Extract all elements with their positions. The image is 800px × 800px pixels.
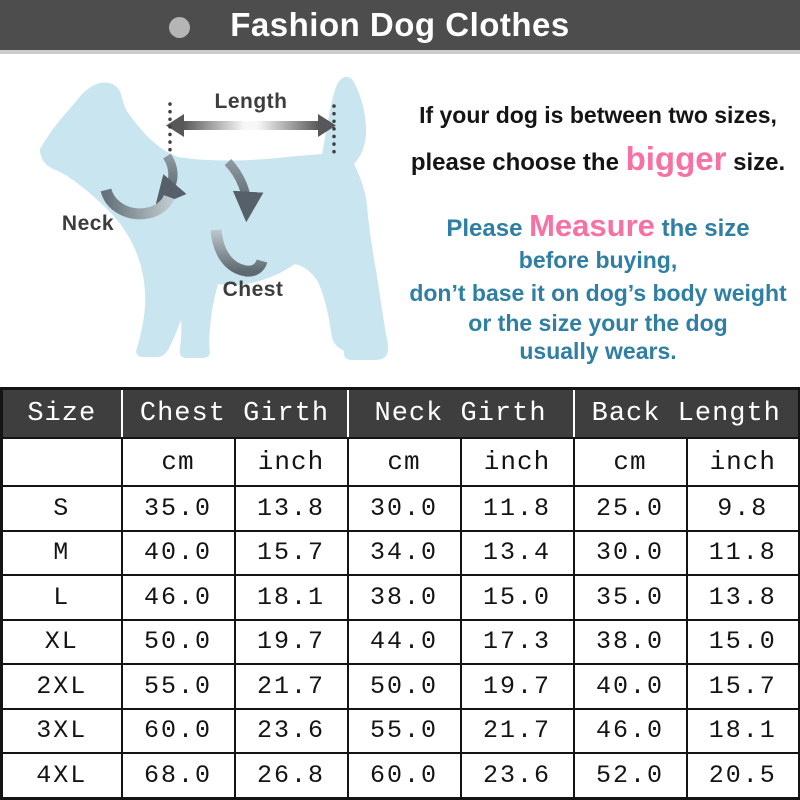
value-cell: 35.0: [572, 574, 688, 621]
value-cell: 13.8: [685, 574, 800, 621]
col-neck-girth: Neck Girth: [346, 387, 575, 439]
note-or-size: or the size your the dog: [468, 310, 728, 336]
value-cell: 11.8: [459, 485, 575, 532]
size-chart-table: Size Chest Girth Neck Girth Back Length …: [0, 387, 800, 800]
value-cell: 15.7: [685, 663, 800, 710]
value-cell: 18.1: [685, 707, 800, 755]
value-cell: 60.0: [120, 707, 236, 755]
value-cell: 50.0: [346, 663, 462, 710]
value-cell: 19.7: [459, 663, 575, 710]
size-cell: 3XL: [0, 707, 123, 755]
col-back-length: Back Length: [572, 387, 800, 439]
table-row-xl: XL 50.0 19.7 44.0 17.3 38.0 15.0: [0, 618, 800, 666]
value-cell: 46.0: [572, 707, 688, 755]
value-cell: 40.0: [572, 663, 688, 710]
page-title: Fashion Dog Clothes: [230, 6, 570, 43]
unit-blank: [0, 437, 123, 487]
unit-cm: cm: [120, 437, 236, 487]
note-between-sizes: If your dog is between two sizes,: [419, 102, 777, 128]
length-arrow-icon: [166, 114, 336, 137]
value-cell: 38.0: [572, 618, 688, 666]
unit-inch: inch: [233, 437, 349, 487]
chest-band-icon: [210, 229, 268, 277]
note-please-measure: Please Measure the size: [446, 208, 750, 243]
note-usually-wears: usually wears.: [519, 338, 677, 364]
neck-band-icon: [100, 188, 175, 220]
measure-highlight: Measure: [529, 208, 655, 243]
value-cell: 13.8: [233, 485, 349, 532]
value-cell: 30.0: [346, 485, 462, 532]
value-cell: 18.1: [233, 574, 349, 621]
neck-label: Neck: [61, 212, 115, 235]
dog-silhouette-image: [40, 76, 389, 361]
chest-label: Chest: [222, 278, 284, 301]
length-label: Length: [214, 90, 288, 113]
bigger-highlight: bigger: [625, 140, 727, 177]
value-cell: 55.0: [120, 663, 236, 710]
sizing-notes: If your dog is between two sizes, please…: [400, 54, 800, 387]
table-row-l: L 46.0 18.1 38.0 15.0 35.0 13.8: [0, 574, 800, 621]
table-row-s: S 35.0 13.8 30.0 11.8 25.0 9.8: [0, 485, 800, 532]
unit-header-row: cm inch cm inch cm inch: [0, 437, 800, 487]
value-cell: 46.0: [120, 574, 236, 621]
value-cell: 30.0: [572, 529, 688, 577]
value-cell: 50.0: [120, 618, 236, 666]
top-section: Length Neck Chest If your dog is between…: [0, 54, 800, 387]
value-cell: 13.4: [459, 529, 575, 577]
value-cell: 25.0: [572, 485, 688, 532]
size-cell: 2XL: [0, 663, 123, 710]
value-cell: 52.0: [572, 752, 688, 800]
table-row-3xl: 3XL 60.0 23.6 55.0 21.7 46.0 18.1: [0, 707, 800, 755]
value-cell: 9.8: [685, 485, 800, 532]
value-cell: 60.0: [346, 752, 462, 800]
size-cell: 4XL: [0, 752, 123, 800]
title-dot-icon: [169, 17, 190, 38]
note-before-buying: before buying,: [518, 247, 678, 273]
value-cell: 26.8: [233, 752, 349, 800]
value-cell: 68.0: [120, 752, 236, 800]
size-cell: L: [0, 574, 123, 621]
value-cell: 19.7: [233, 618, 349, 666]
note-choose-bigger: please choose the bigger size.: [410, 140, 786, 177]
col-size: Size: [0, 387, 123, 439]
dog-body-shape: [40, 76, 389, 361]
value-cell: 21.7: [459, 707, 575, 755]
value-cell: 21.7: [233, 663, 349, 710]
neck-arrow-icon: [155, 153, 187, 208]
unit-inch: inch: [685, 437, 800, 487]
unit-inch: inch: [459, 437, 575, 487]
size-cell: S: [0, 485, 123, 532]
table-row-m: M 40.0 15.7 34.0 13.4 30.0 11.8: [0, 529, 800, 577]
value-cell: 44.0: [346, 618, 462, 666]
value-cell: 55.0: [346, 707, 462, 755]
chest-arrow-icon: [224, 158, 264, 223]
col-chest-girth: Chest Girth: [120, 387, 349, 439]
group-header-row: Size Chest Girth Neck Girth Back Length: [0, 387, 800, 439]
dog-measurement-diagram: Length Neck Chest: [0, 54, 400, 387]
value-cell: 40.0: [120, 529, 236, 577]
size-cell: M: [0, 529, 123, 577]
note-dont-base-weight: don’t base it on dog’s body weight: [409, 280, 787, 306]
value-cell: 17.3: [459, 618, 575, 666]
value-cell: 34.0: [346, 529, 462, 577]
unit-cm: cm: [572, 437, 688, 487]
value-cell: 11.8: [685, 529, 800, 577]
value-cell: 15.0: [685, 618, 800, 666]
title-bar: Fashion Dog Clothes: [0, 0, 800, 54]
value-cell: 15.7: [233, 529, 349, 577]
size-cell: XL: [0, 618, 123, 666]
value-cell: 38.0: [346, 574, 462, 621]
value-cell: 23.6: [459, 752, 575, 800]
table-row-2xl: 2XL 55.0 21.7 50.0 19.7 40.0 15.7: [0, 663, 800, 710]
value-cell: 15.0: [459, 574, 575, 621]
value-cell: 20.5: [685, 752, 800, 800]
value-cell: 35.0: [120, 485, 236, 532]
table-row-4xl: 4XL 68.0 26.8 60.0 23.6 52.0 20.5: [0, 752, 800, 800]
value-cell: 23.6: [233, 707, 349, 755]
unit-cm: cm: [346, 437, 462, 487]
